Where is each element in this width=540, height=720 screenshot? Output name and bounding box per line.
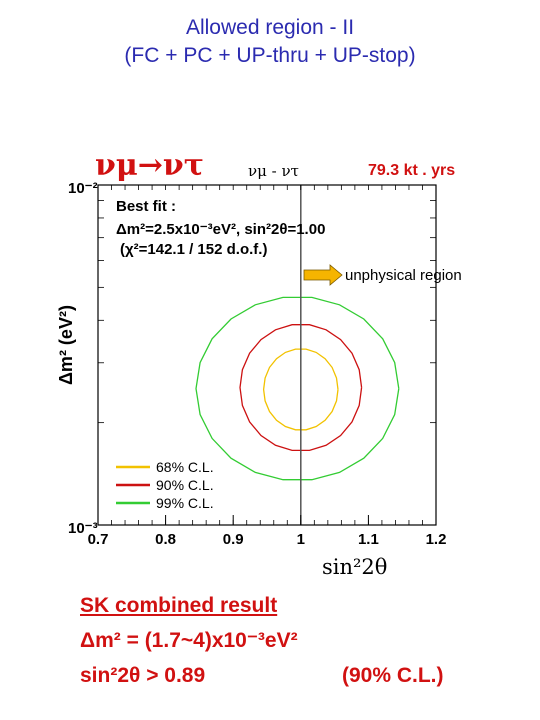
y-tick-label-top: 10⁻² bbox=[68, 180, 98, 197]
x-tick-label: 1.1 bbox=[358, 531, 379, 548]
x-tick-label: 0.7 bbox=[88, 531, 109, 548]
y-tick-label-bottom: 10⁻³ bbox=[68, 520, 98, 537]
best-fit-title: Best fit : bbox=[116, 198, 176, 215]
axis-ticks: 0.7 0.8 0.9 1 1.1 1.2 10⁻² 10⁻³ bbox=[68, 180, 446, 548]
unphysical-region-label: unphysical region bbox=[345, 267, 462, 284]
plot-frame bbox=[97, 184, 437, 526]
best-fit-values: Δm²=2.5x10⁻³eV², sin²2θ=1.00 bbox=[116, 221, 325, 238]
contour-group bbox=[195, 296, 400, 481]
x-axis-label: sin²2θ bbox=[322, 555, 387, 579]
exposure-label: 79.3 kt . yrs bbox=[368, 162, 456, 179]
unphysical-arrow-icon bbox=[303, 264, 343, 286]
legend-label: 90% C.L. bbox=[156, 477, 214, 493]
summary-heading: SK combined result bbox=[80, 594, 278, 617]
best-fit-chi2: (χ²=142.1 / 152 d.o.f.) bbox=[120, 241, 267, 258]
x-tick-label: 1 bbox=[297, 531, 305, 548]
page-subtitle: (FC + PC + UP-thru + UP-stop) bbox=[124, 44, 416, 67]
x-tick-label: 0.9 bbox=[223, 531, 244, 548]
page-title: Allowed region - II bbox=[185, 16, 355, 39]
summary-cl: (90% C.L.) bbox=[342, 664, 444, 687]
legend-label: 99% C.L. bbox=[156, 495, 214, 511]
contour-68 bbox=[262, 348, 339, 431]
contour-99 bbox=[195, 296, 400, 481]
channel-label: νμ→ντ bbox=[95, 148, 204, 183]
channel-small-label: νμ - ντ bbox=[248, 162, 299, 180]
legend-label: 68% C.L. bbox=[156, 459, 214, 475]
summary-sin2: sin²2θ > 0.89 bbox=[80, 664, 206, 687]
y-axis-label: Δm² (eV²) bbox=[56, 305, 76, 385]
summary-dm2: Δm² = (1.7~4)x10⁻³eV² bbox=[80, 629, 298, 652]
x-tick-label: 0.8 bbox=[155, 531, 176, 548]
legend: 68% C.L. 90% C.L. 99% C.L. bbox=[116, 459, 214, 511]
x-tick-label: 1.2 bbox=[426, 531, 447, 548]
contour-90 bbox=[239, 324, 363, 452]
